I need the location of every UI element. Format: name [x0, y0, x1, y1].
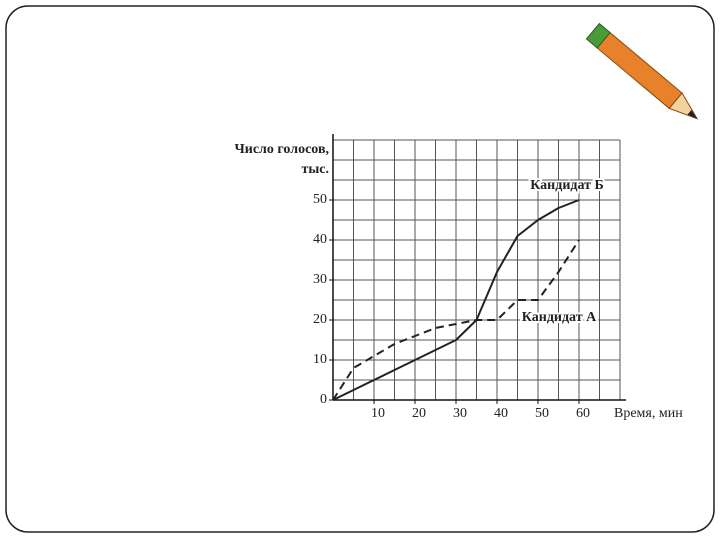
- series-line: [332, 239, 580, 401]
- x-tick-label: 20: [412, 406, 426, 421]
- y-tick-label: 50: [313, 192, 327, 207]
- series-label: Кандидат Б: [530, 178, 604, 193]
- y-tick-label: 20: [313, 312, 327, 327]
- slide-frame: [5, 5, 715, 533]
- pencil-icon: [585, 22, 699, 120]
- series-line: [332, 199, 580, 401]
- x-tick-label: 50: [535, 406, 549, 421]
- y-tick-label: 40: [313, 232, 327, 247]
- y-tick-label: 30: [313, 272, 327, 287]
- y-tick-label: 0: [320, 392, 327, 407]
- x-tick-label: 10: [371, 406, 385, 421]
- series-label: Кандидат А: [522, 310, 597, 325]
- x-tick-label: 40: [494, 406, 508, 421]
- x-tick-label: 30: [453, 406, 467, 421]
- x-tick-label: 60: [576, 406, 590, 421]
- x-axis-label: Время, мин: [614, 406, 683, 421]
- plot: 0 10 20 30 40 50 10 20 30 40 50 60 Число голосов, тыс…: [234, 134, 683, 421]
- y-axis-label: тыс.: [301, 162, 329, 177]
- y-tick-label: 10: [313, 352, 327, 367]
- y-axis-label: Число голосов,: [234, 142, 329, 157]
